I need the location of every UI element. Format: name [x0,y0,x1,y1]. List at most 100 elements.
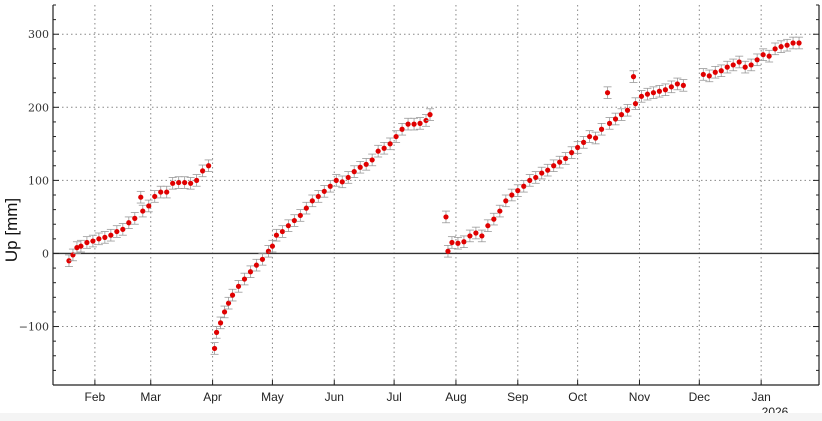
x-tick-label: Oct [568,390,587,404]
data-point [592,135,599,141]
data-point [700,71,706,78]
data-point [114,228,120,235]
data-point [235,283,242,289]
data-point [253,262,260,268]
data-point [509,192,515,198]
data-point [668,84,674,90]
data-point [225,300,232,306]
data-point [309,198,315,204]
data-point [724,64,730,70]
data-point [736,59,742,65]
data-point [606,120,613,126]
data-point [120,226,126,232]
data-point [393,133,399,140]
data-point [624,107,631,113]
data-point [158,189,164,195]
data-point [74,245,80,251]
data-point [461,239,467,245]
data-point [140,208,146,214]
data-point [527,177,533,183]
data-point [479,233,485,239]
data-point [632,101,639,107]
data-point [333,177,339,183]
data-point [90,238,96,244]
data-point [241,276,248,282]
data-point [612,116,619,122]
data-point [108,232,114,238]
data-point [291,217,297,224]
grid [53,5,819,385]
data-point [188,180,194,186]
data-point [503,198,509,204]
data-point [152,193,158,200]
x-tick-label: Jan [751,390,770,404]
data-point [491,216,497,222]
data-point [712,69,718,75]
data-point [449,239,455,246]
data-point [515,188,521,194]
data-point [213,329,220,335]
x-tick-label: Nov [629,390,650,404]
data-point [618,112,625,118]
data-point [569,150,575,156]
data-point [164,189,170,195]
data-point [650,90,657,96]
y-tick-label: 100 [28,174,49,187]
data-point [357,164,363,170]
data-point [279,228,286,235]
data-point [644,91,651,97]
data-point [78,243,84,249]
data-point [339,179,345,185]
data-point [96,236,102,242]
data-point [790,40,796,46]
data-points [64,36,804,355]
data-point [748,62,754,68]
x-tick-label: Sep [507,390,529,404]
data-point [766,53,772,59]
data-point [211,345,218,352]
x-tick-label: Jun [325,390,344,404]
data-point [405,121,411,127]
data-point [539,170,545,176]
y-tick-label: 0 [42,247,49,260]
data-point [533,174,539,181]
data-point [138,194,144,200]
data-point [369,157,375,163]
data-point [545,167,551,173]
y-axis-label: Up [mm] [2,198,21,262]
data-point [445,248,451,254]
data-point [321,188,327,194]
data-point [778,44,784,50]
data-point [273,232,280,238]
axes: Feb Mar Apr May Jun Jul Aug Sep Oct Nov Dec Jan −100… [19,4,820,404]
data-point [455,240,461,246]
data-point [182,179,188,186]
data-point [427,112,433,118]
data-point [269,243,276,249]
data-point [194,177,200,183]
data-point [247,269,254,275]
data-point [303,205,309,211]
x-tick-label: Aug [445,390,466,404]
data-point [575,144,581,151]
data-point [345,174,351,181]
data-point [200,168,206,174]
data-point [467,233,473,239]
data-point [102,234,108,240]
data-point [784,42,790,48]
y-tick-label: 200 [28,101,49,114]
data-point [84,239,90,246]
data-point [351,169,357,175]
data-point [205,163,212,169]
data-point [742,64,748,70]
data-point [146,203,152,209]
data-point [417,120,423,126]
data-point [265,248,272,254]
x-tick-label: Mar [140,390,161,404]
data-point [217,320,224,326]
data-point [221,309,228,315]
data-point [132,215,138,221]
data-point [259,256,266,262]
data-point [126,220,132,226]
